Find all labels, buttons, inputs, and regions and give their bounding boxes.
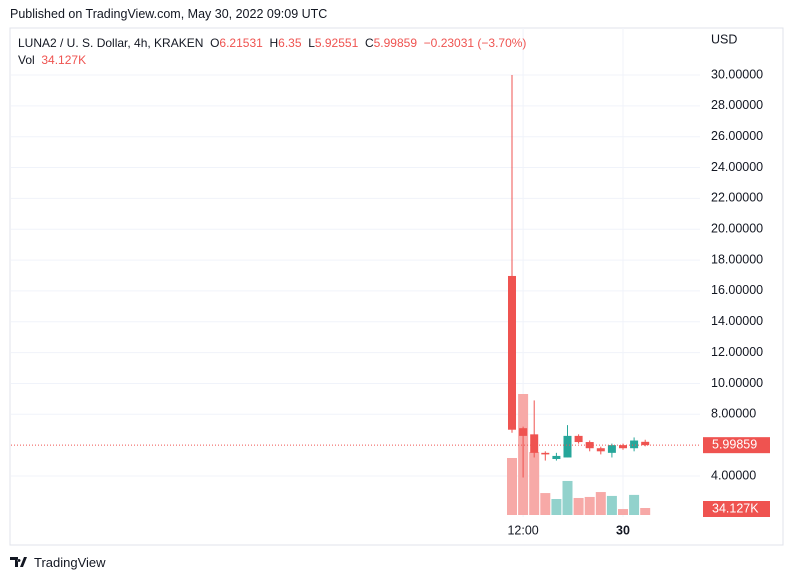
close-value: 5.99859	[373, 36, 417, 50]
published: Published on TradingView.com, May 30, 20…	[10, 7, 328, 21]
y-tick-label: 4.00000	[711, 468, 756, 482]
volume-bar	[629, 494, 640, 515]
y-tick-label: 8.00000	[711, 407, 756, 421]
y-tick-label: 22.00000	[711, 191, 763, 205]
x-tick-label: 30	[616, 523, 630, 537]
volume-bar	[573, 497, 584, 515]
chart-frame	[9, 27, 784, 546]
logo	[10, 557, 27, 567]
volume-bar	[595, 492, 606, 515]
volume-bar	[618, 509, 628, 515]
x-tick-label: 12:00	[507, 523, 538, 537]
volume-bar	[529, 452, 540, 515]
candle-body	[585, 442, 594, 449]
y-tick-label: 14.00000	[711, 314, 763, 328]
volume-bar	[584, 496, 595, 515]
footer: TradingView	[34, 555, 106, 570]
candle-body	[641, 441, 650, 446]
y-tick-label: 16.00000	[711, 283, 763, 297]
y-tick-label: 20.00000	[711, 222, 763, 236]
candle-body	[596, 448, 605, 452]
ohlc-letter: O	[210, 36, 220, 50]
volume-value: 34.127K	[41, 53, 87, 67]
volume-bar	[540, 493, 551, 515]
volume-bar	[551, 499, 562, 515]
volume-header: Vol 34.127K	[18, 53, 86, 67]
price-label: 5.99859	[712, 437, 757, 451]
ohlc-letter: L	[308, 36, 315, 50]
ohlc-letter: H	[269, 36, 279, 50]
open-value: 6.21531	[219, 36, 263, 50]
high-value: 6.35	[278, 36, 302, 50]
candle-body	[508, 275, 516, 430]
candle-body	[607, 445, 616, 453]
y-tick-label: 26.00000	[711, 129, 763, 143]
volume-label: 34.127K	[712, 501, 759, 515]
change: −0.23031 (−3.70%)	[423, 36, 527, 50]
y-tick-label: 30.00000	[711, 67, 763, 81]
y-tick-label: 24.00000	[711, 160, 763, 174]
y-tick-label: 12.00000	[711, 345, 763, 359]
candle-body	[530, 434, 539, 453]
candle-body	[552, 455, 561, 460]
candle-body	[630, 440, 639, 449]
y-tick-label: 28.00000	[711, 98, 763, 112]
low-value: 5.92551	[314, 36, 359, 50]
ohlc-letter: C	[364, 36, 374, 50]
volume-bar	[507, 457, 517, 515]
volume-title: Vol	[18, 53, 35, 67]
symbol: LUNA2 / U. S. Dollar, 4h, KRAKEN	[18, 36, 204, 50]
y-tick-label: 18.00000	[711, 252, 763, 266]
candle-body	[619, 445, 627, 449]
price-label-bg	[703, 437, 770, 454]
legend-header: LUNA2 / U. S. Dollar, 4h, KRAKEN O6.2153…	[18, 36, 526, 50]
candle-body	[574, 435, 583, 443]
volume-bar	[640, 508, 651, 515]
candle-body	[541, 452, 550, 455]
currency: USD	[711, 32, 737, 46]
y-tick-label: 10.00000	[711, 376, 763, 390]
volume-bar	[562, 480, 573, 515]
volume-label-bg	[703, 501, 770, 517]
candle-body	[519, 428, 528, 436]
volume-bar	[606, 495, 617, 515]
candle-body	[563, 435, 572, 458]
